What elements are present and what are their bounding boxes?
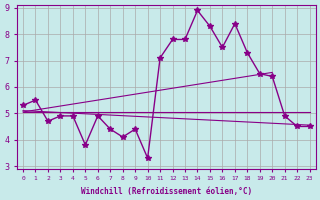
X-axis label: Windchill (Refroidissement éolien,°C): Windchill (Refroidissement éolien,°C) [81, 187, 252, 196]
